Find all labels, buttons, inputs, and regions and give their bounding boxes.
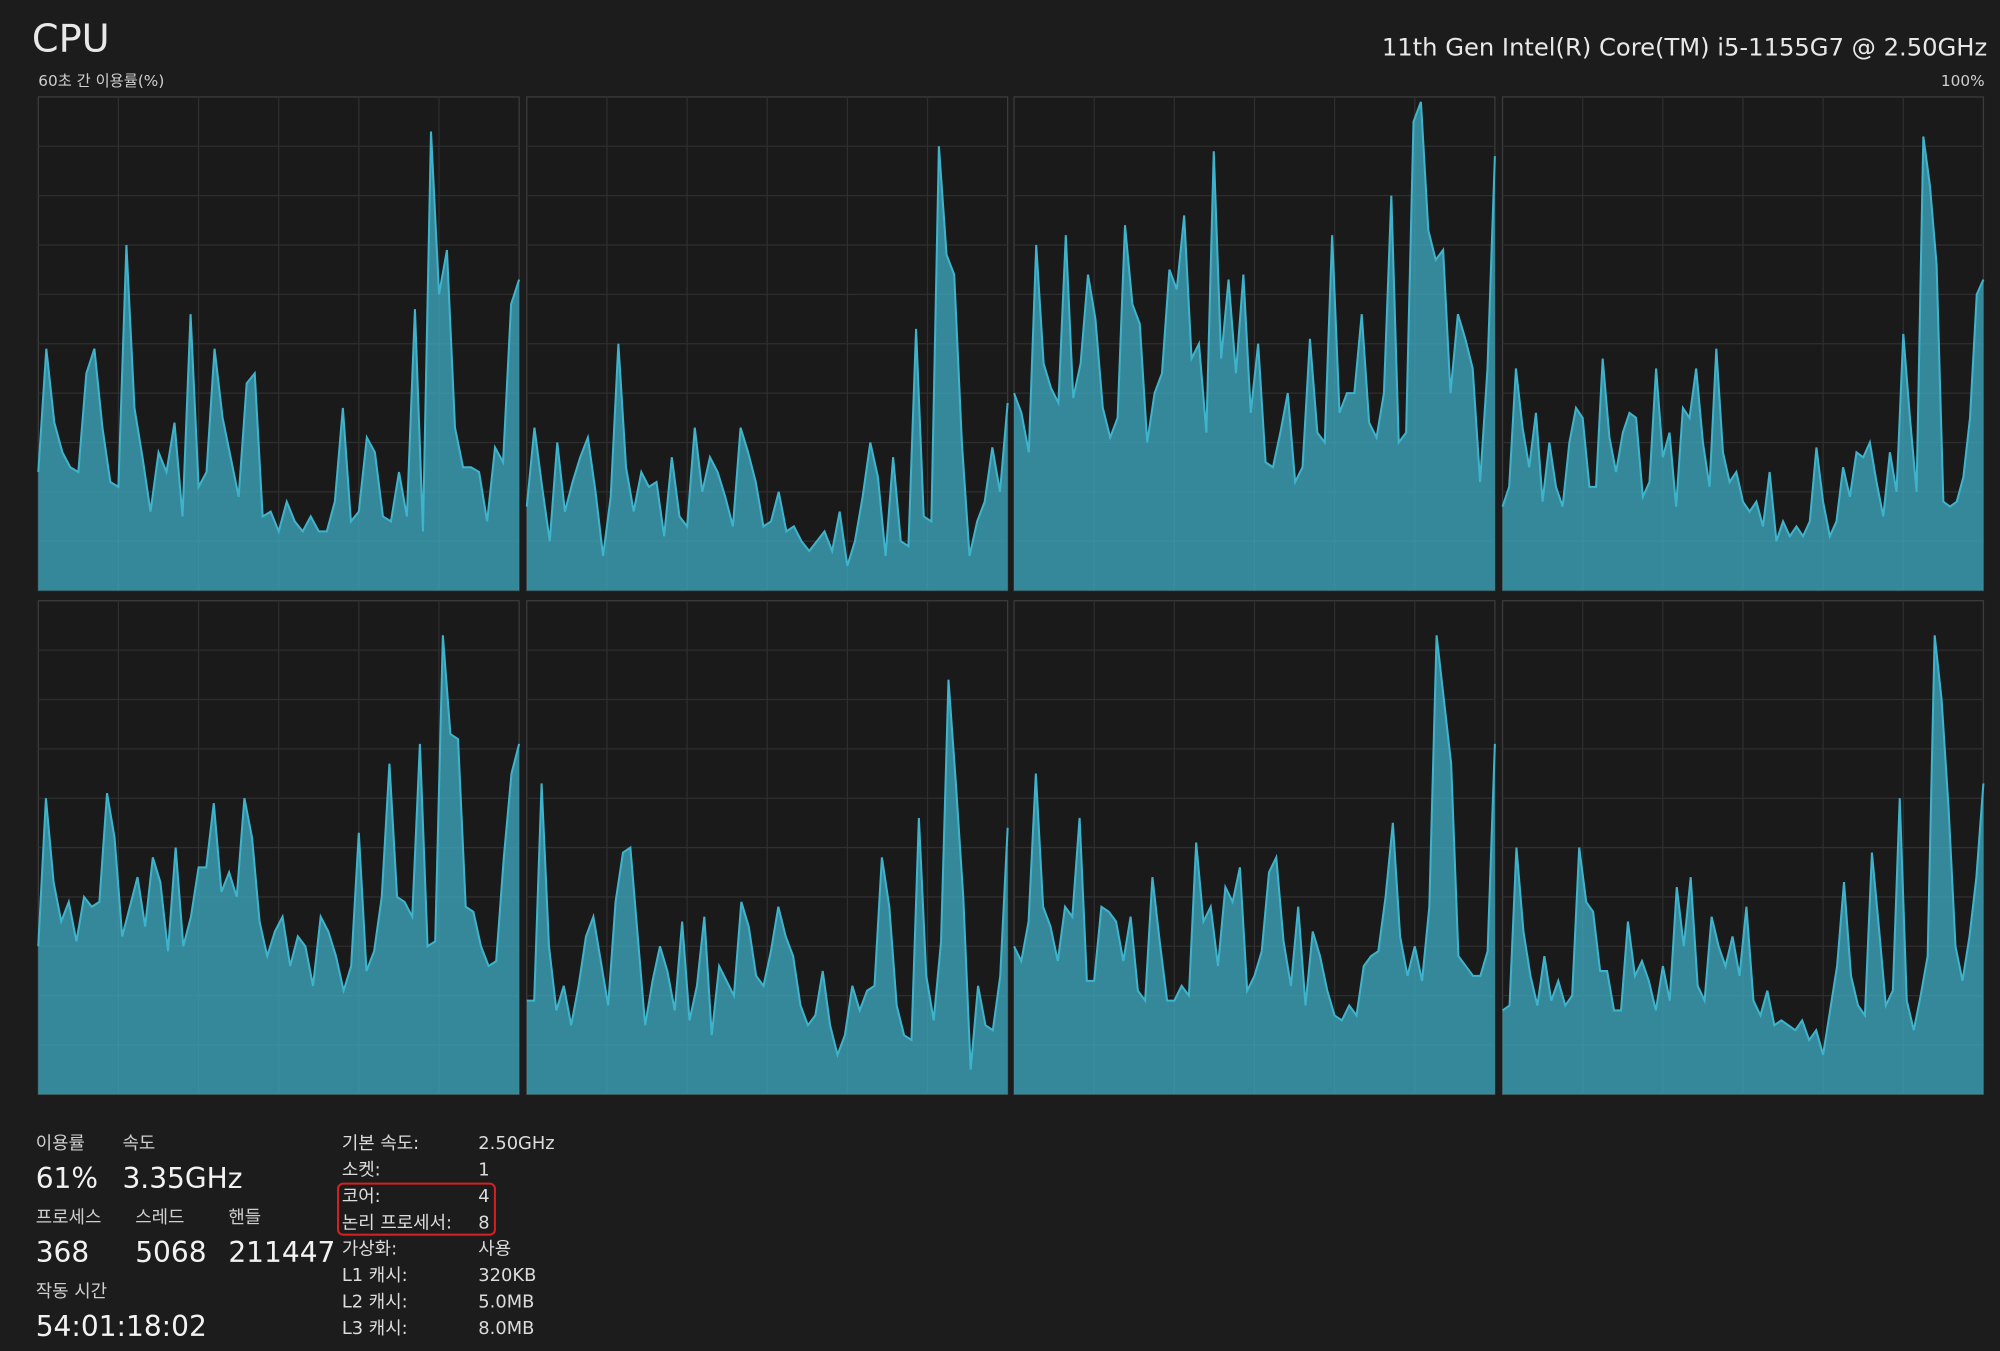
stat-label: 프로세스 (36, 1207, 102, 1228)
axis-max-label: 100% (1941, 72, 1985, 90)
detail-value: 8 (478, 1212, 489, 1233)
detail-value: 8.0MB (478, 1318, 534, 1339)
detail-value: 4 (478, 1186, 489, 1207)
detail-label: 논리 프로세서: (342, 1212, 452, 1233)
usage-line (1501, 136, 1985, 542)
detail-label: L3 캐시: (342, 1318, 408, 1339)
stat-value: 61% (36, 1162, 98, 1195)
usage-area (38, 635, 520, 1095)
stat-label: 스레드 (135, 1207, 184, 1228)
highlight-box (336, 1182, 496, 1236)
usage-area (1014, 635, 1495, 1095)
detail-label: L2 캐시: (342, 1292, 408, 1313)
detail-value: 5.0MB (478, 1292, 534, 1313)
stat-value: 3.35GHz (122, 1162, 242, 1195)
stat-label: 속도 (122, 1133, 155, 1154)
usage-line (1013, 101, 1496, 486)
usage-line (1501, 635, 1985, 1056)
detail-label: 코어: (342, 1186, 381, 1207)
usage-area (1502, 635, 1984, 1095)
usage-line (526, 679, 1009, 1070)
stat-value: 211447 (228, 1236, 335, 1269)
usage-area (1502, 136, 1984, 591)
detail-label: L1 캐시: (342, 1265, 408, 1286)
axis-label: 60초 간 이용률(%) (38, 72, 164, 90)
title: CPU (32, 16, 110, 61)
usage-line (37, 635, 521, 995)
cpu-name: 11th Gen Intel(R) Core(TM) i5-1155G7 @ 2… (1382, 33, 1987, 61)
detail-value: 1 (478, 1160, 489, 1181)
stat-value: 5068 (135, 1236, 206, 1269)
usage-area (1014, 101, 1495, 591)
usage-line (1013, 635, 1496, 1022)
stat-label: 작동 시간 (36, 1281, 107, 1302)
detail-label: 기본 속도: (342, 1133, 419, 1154)
detail-value: 사용 (478, 1239, 511, 1260)
stat-value: 54:01:18:02 (36, 1310, 207, 1343)
stat-label: 핸들 (228, 1207, 261, 1228)
usage-line (37, 131, 521, 535)
detail-label: 가상화: (342, 1239, 397, 1260)
detail-value: 2.50GHz (478, 1133, 554, 1154)
stat-value: 368 (36, 1236, 90, 1269)
usage-area (526, 146, 1008, 591)
usage-line (525, 146, 1009, 567)
usage-area (526, 679, 1008, 1095)
detail-label: 소켓: (342, 1160, 381, 1181)
detail-value: 320KB (478, 1265, 536, 1286)
stat-label: 이용률 (36, 1133, 85, 1154)
